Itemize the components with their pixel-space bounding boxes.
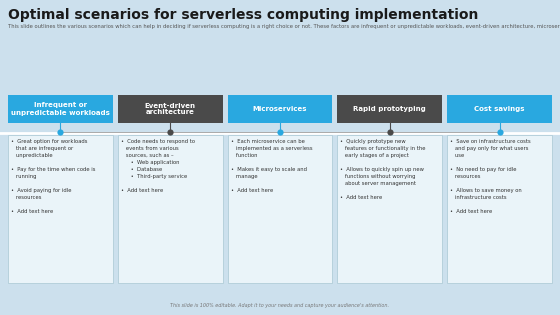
Text: •  Quickly prototype new
   features or functionality in the
   early stages of : • Quickly prototype new features or func… [340,139,426,200]
FancyBboxPatch shape [118,95,222,123]
FancyBboxPatch shape [227,95,333,123]
Text: Event-driven
architecture: Event-driven architecture [144,102,195,116]
Text: Rapid prototyping: Rapid prototyping [353,106,426,112]
Text: This slide is 100% editable. Adapt it to your needs and capture your audience's : This slide is 100% editable. Adapt it to… [170,303,390,308]
FancyBboxPatch shape [337,135,442,283]
Text: •  Code needs to respond to
   events from various
   sources, such as –
      •: • Code needs to respond to events from v… [121,139,195,193]
FancyBboxPatch shape [8,135,113,283]
Text: •  Each microservice can be
   implemented as a serverless
   function

•  Makes: • Each microservice can be implemented a… [231,139,312,193]
Text: Microservices: Microservices [253,106,307,112]
FancyBboxPatch shape [447,95,552,123]
FancyBboxPatch shape [337,95,442,123]
Text: •  Save on infrastructure costs
   and pay only for what users
   use

•  No nee: • Save on infrastructure costs and pay o… [450,139,531,214]
FancyBboxPatch shape [8,95,113,123]
FancyBboxPatch shape [447,135,552,283]
FancyBboxPatch shape [227,135,333,283]
Text: This slide outlines the various scenarios which can help in deciding if serverle: This slide outlines the various scenario… [8,24,560,29]
FancyBboxPatch shape [118,135,222,283]
Text: Optimal scenarios for serverless computing implementation: Optimal scenarios for serverless computi… [8,8,478,22]
Text: Infrequent or
unpredictable workloads: Infrequent or unpredictable workloads [11,102,110,116]
Text: Cost savings: Cost savings [474,106,525,112]
Text: •  Great option for workloads
   that are infrequent or
   unpredictable

•  Pay: • Great option for workloads that are in… [11,139,96,214]
